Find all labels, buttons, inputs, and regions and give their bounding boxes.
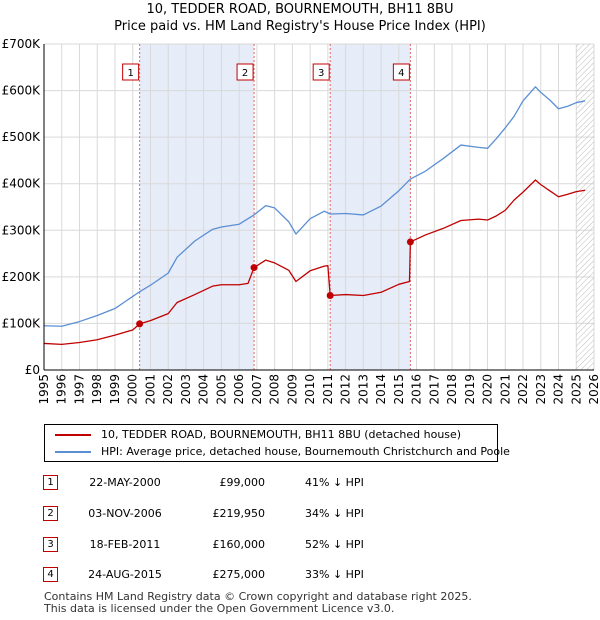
sale-points <box>136 238 414 328</box>
y-tick-label: £100K <box>2 316 42 330</box>
x-tick-label: 2016 <box>410 374 424 405</box>
x-tick-label: 2019 <box>463 374 477 405</box>
x-tick-label: 2014 <box>374 374 388 405</box>
sale-marker-box <box>236 63 254 81</box>
sale-point <box>136 320 144 328</box>
sale-hpi-diff: 41% ↓ HPI <box>305 476 364 489</box>
x-tick-label: 2018 <box>445 374 459 405</box>
legend-label-hpi: HPI: Average price, detached house, Bour… <box>101 445 510 458</box>
sale-number-badge: 4 <box>43 567 58 582</box>
sale-marker: 1 <box>122 63 140 81</box>
sale-price: £275,000 <box>212 568 266 581</box>
shaded-period <box>139 44 255 370</box>
x-tick-label: 2008 <box>268 374 282 405</box>
x-tick-label: 2002 <box>161 374 175 405</box>
y-axis-ticks: £0 £100K £200K £300K £400K £500K £600K £700K <box>2 37 42 377</box>
x-tick-label: 2025 <box>569 374 583 405</box>
x-tick-label: 2024 <box>552 374 566 405</box>
sale-row: 3 18-FEB-2011 £160,000 52% ↓ HPI <box>0 535 600 557</box>
sale-point <box>250 264 258 272</box>
x-tick-label: 2004 <box>197 374 211 405</box>
y-tick-label: £500K <box>2 130 42 144</box>
sale-date: 18-FEB-2011 <box>89 538 161 551</box>
legend-swatch-property <box>55 434 91 436</box>
x-tick-label: 2021 <box>498 374 512 405</box>
sale-price: £219,950 <box>212 507 266 520</box>
legend-swatch-hpi <box>55 451 91 453</box>
series-lines <box>43 86 586 346</box>
footer-copyright: Contains HM Land Registry data © Crown c… <box>44 590 472 603</box>
x-tick-label: 2000 <box>126 374 140 405</box>
sale-markers: 1 2 3 4 <box>122 63 410 81</box>
chart-subtitle: Price paid vs. HM Land Registry's House … <box>114 19 486 34</box>
sale-row: 4 24-AUG-2015 £275,000 33% ↓ HPI <box>0 565 600 587</box>
property-price-line <box>43 179 586 346</box>
sale-number-badge: 2 <box>43 506 58 521</box>
x-tick-label: 2022 <box>516 374 530 405</box>
x-tick-label: 2005 <box>214 374 228 405</box>
sale-point <box>406 238 414 246</box>
x-tick-label: 2006 <box>232 374 246 405</box>
x-tick-label: 2017 <box>427 374 441 405</box>
sale-hpi-diff: 52% ↓ HPI <box>305 538 364 551</box>
x-tick-label: 1997 <box>72 374 86 405</box>
sale-marker: 4 <box>392 63 410 81</box>
sale-marker-label: 4 <box>398 68 404 79</box>
chart-legend: 10, TEDDER ROAD, BOURNEMOUTH, BH11 8BU (… <box>44 424 510 462</box>
price-chart: £0 £100K £200K £300K £400K £500K £600K £700K 19… <box>2 37 600 405</box>
sale-marker-label: 3 <box>318 68 324 79</box>
chart-title: 10, TEDDER ROAD, BOURNEMOUTH, BH11 8BU <box>146 2 454 17</box>
sale-marker-box <box>312 63 330 81</box>
x-tick-label: 2012 <box>339 374 353 405</box>
sale-marker-label: 1 <box>127 68 133 79</box>
y-tick-label: £600K <box>2 84 42 98</box>
sale-price: £99,000 <box>219 476 266 489</box>
x-tick-label: 2010 <box>303 374 317 405</box>
x-tick-label: 2001 <box>143 374 157 405</box>
y-tick-label: £200K <box>2 270 42 284</box>
sale-date: 03-NOV-2006 <box>88 507 162 520</box>
x-tick-label: 1999 <box>108 374 122 405</box>
sale-point <box>326 291 334 299</box>
y-tick-label: £300K <box>2 223 42 237</box>
sale-marker: 3 <box>312 63 330 81</box>
x-tick-label: 2013 <box>356 374 370 405</box>
shaded-period <box>330 44 411 370</box>
sale-hpi-diff: 34% ↓ HPI <box>305 507 364 520</box>
y-tick-label: £700K <box>2 37 42 51</box>
x-tick-label: 1995 <box>37 374 51 405</box>
sale-row: 2 03-NOV-2006 £219,950 34% ↓ HPI <box>0 504 600 526</box>
legend-label-property: 10, TEDDER ROAD, BOURNEMOUTH, BH11 8BU (… <box>101 428 462 441</box>
x-tick-label: 2009 <box>285 374 299 405</box>
sale-marker-box <box>392 63 410 81</box>
x-tick-label: 1996 <box>55 374 69 405</box>
sale-date: 24-AUG-2015 <box>88 568 162 581</box>
sale-number-badge: 1 <box>43 475 58 490</box>
footer-licence: This data is licensed under the Open Gov… <box>44 602 395 615</box>
shaded-periods <box>139 44 411 370</box>
x-tick-label: 2020 <box>481 374 495 405</box>
x-tick-label: 2007 <box>250 374 264 405</box>
sale-row: 1 22-MAY-2000 £99,000 41% ↓ HPI <box>0 473 600 495</box>
x-tick-label: 2011 <box>321 374 335 405</box>
x-tick-label: 1998 <box>90 374 104 405</box>
x-tick-label: 2003 <box>179 374 193 405</box>
sale-marker-label: 2 <box>242 68 248 79</box>
sale-number-badge: 3 <box>43 537 58 552</box>
hpi-line <box>43 86 586 327</box>
sale-price: £160,000 <box>212 538 266 551</box>
x-axis-ticks: 1995 1996 1997 1998 1999 2000 2001 2002 2003 2004… <box>37 374 600 405</box>
y-tick-label: £0 <box>25 363 40 377</box>
future-hatch-region <box>576 44 594 370</box>
future-hatch <box>576 44 594 370</box>
x-tick-label: 2023 <box>534 374 548 405</box>
y-tick-label: £400K <box>2 177 42 191</box>
sale-hpi-diff: 33% ↓ HPI <box>305 568 364 581</box>
sale-date: 22-MAY-2000 <box>89 476 161 489</box>
gridlines <box>43 43 595 371</box>
x-tick-label: 2026 <box>587 374 600 405</box>
sale-marker: 2 <box>236 63 254 81</box>
x-tick-label: 2015 <box>392 374 406 405</box>
sale-marker-box <box>122 63 140 81</box>
